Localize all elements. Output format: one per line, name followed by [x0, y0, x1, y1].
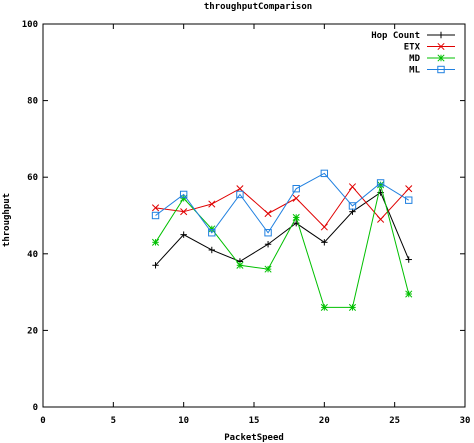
data-point-ml	[236, 190, 244, 199]
data-point-ml	[208, 229, 216, 237]
legend-marker-ml	[437, 65, 445, 74]
y-tick-label: 100	[22, 20, 38, 30]
data-point-md	[405, 290, 413, 298]
y-tick-label: 80	[27, 97, 38, 107]
x-axis-label: PacketSpeed	[224, 433, 284, 443]
data-point-etx	[348, 183, 357, 191]
data-point-hop-count	[405, 256, 412, 263]
y-axis-label: throughput	[2, 193, 12, 247]
data-point-hop-count	[264, 241, 272, 248]
legend-marker-hop-count	[437, 31, 445, 39]
plot-frame	[42, 23, 466, 408]
data-point-md	[208, 225, 216, 233]
data-point-ml	[320, 169, 329, 178]
legend-label-md: MD	[409, 54, 420, 64]
x-tick-label: 30	[460, 416, 471, 426]
data-point-etx	[264, 210, 272, 218]
data-point-etx	[405, 185, 413, 193]
data-point-etx	[180, 208, 188, 216]
chart-title: throughputComparison	[204, 1, 312, 12]
y-tick-label: 0	[33, 403, 38, 413]
data-point-etx	[320, 223, 328, 231]
x-tick-label: 25	[389, 416, 400, 426]
data-point-ml	[348, 202, 357, 210]
data-point-hop-count	[152, 262, 159, 269]
data-point-md	[292, 213, 300, 221]
legend-marker-md	[437, 54, 445, 62]
legend-marker-etx	[437, 42, 445, 51]
data-point-etx	[208, 200, 216, 208]
x-tick-label: 10	[178, 416, 189, 426]
data-point-ml	[405, 196, 413, 204]
y-tick-label: 40	[27, 250, 38, 260]
legend-label-etx: ETX	[404, 43, 421, 53]
y-tick-label: 20	[27, 326, 38, 336]
data-point-ml	[264, 229, 272, 237]
x-tick-label: 0	[40, 416, 45, 426]
x-tick-label: 20	[319, 416, 330, 426]
y-tick-label: 60	[27, 173, 38, 183]
data-point-ml	[376, 179, 385, 187]
data-point-ml	[292, 184, 300, 193]
x-tick-label: 15	[249, 416, 260, 426]
data-point-hop-count	[208, 246, 215, 254]
data-point-hop-count	[321, 239, 328, 246]
data-point-ml	[179, 190, 188, 199]
data-point-etx	[151, 204, 160, 212]
data-point-hop-count	[180, 231, 187, 238]
data-point-ml	[151, 211, 160, 220]
legend-label-hop-count: Hop Count	[371, 31, 420, 41]
series-line-hop-count	[155, 191, 410, 266]
data-point-etx	[292, 194, 300, 202]
legend-label-ml: ML	[409, 66, 420, 76]
series-line-ml	[155, 172, 409, 234]
series-line-etx	[155, 185, 410, 228]
data-point-md	[348, 303, 357, 311]
series-line-md	[155, 184, 410, 308]
data-point-etx	[377, 215, 385, 223]
data-point-md	[151, 238, 160, 246]
x-tick-label: 5	[111, 416, 116, 426]
data-point-md	[264, 265, 272, 273]
data-point-md	[236, 261, 244, 269]
data-point-md	[320, 303, 328, 311]
